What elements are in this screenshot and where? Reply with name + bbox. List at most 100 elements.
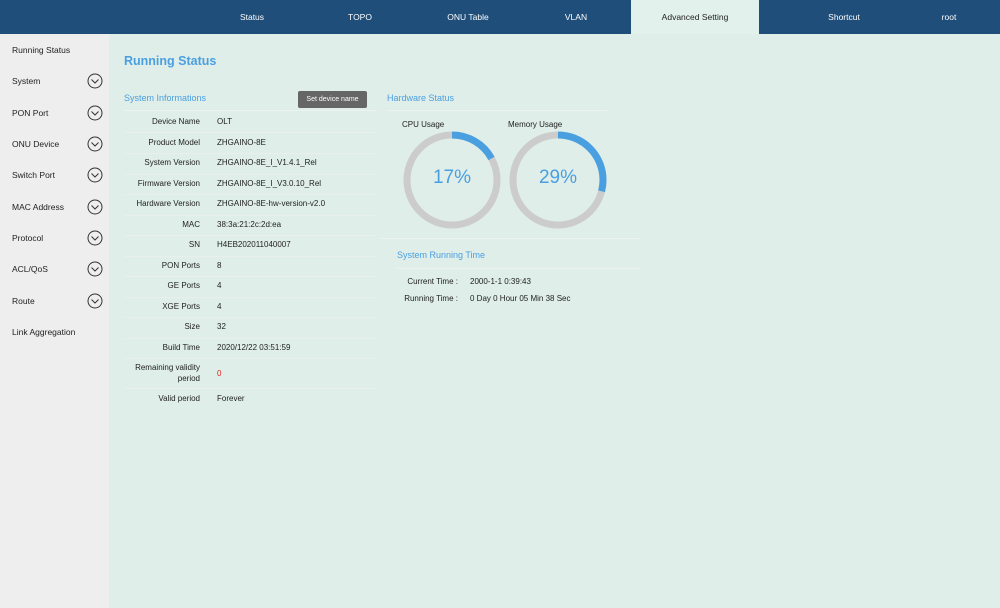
sidebar-item-acl-qos[interactable]: ACL/QoS <box>0 254 109 284</box>
running-time-value: 0 Day 0 Hour 05 Min 38 Sec <box>470 294 571 303</box>
info-label: XGE Ports <box>162 302 200 311</box>
info-label: Remaining validity <box>135 363 200 372</box>
nav-onu-table[interactable]: ONU Table <box>447 12 489 22</box>
nav-vlan[interactable]: VLAN <box>564 12 588 22</box>
memory-usage-gauge <box>509 131 607 229</box>
info-label: System Version <box>144 158 200 167</box>
sidebar-item-label: ACL/QoS <box>12 264 48 274</box>
sidebar-item-label: MAC Address <box>12 202 64 212</box>
info-row-xge-ports: XGE Ports 4 <box>124 297 376 318</box>
chevron-down-icon[interactable] <box>87 261 103 277</box>
sidebar-item-label: System <box>12 76 41 86</box>
info-value: 2020/12/22 03:51:59 <box>217 343 291 352</box>
info-value: ZHGAINO-8E_I_V1.4.1_Rel <box>217 158 317 167</box>
sidebar-item-label: Switch Port <box>12 170 55 180</box>
divider <box>124 110 376 111</box>
info-value: OLT <box>217 117 232 126</box>
sidebar-item-label: Running Status <box>12 45 71 55</box>
sidebar-item-mac-address[interactable]: MAC Address <box>0 192 109 222</box>
sidebar-item-label: Protocol <box>12 233 44 243</box>
info-value: ZHGAINO-8E-hw-version-v2.0 <box>217 199 326 208</box>
sidebar-item-link-aggregation[interactable]: Link Aggregation <box>0 317 109 347</box>
info-value: 4 <box>217 281 222 290</box>
info-row-build-time: Build Time 2020/12/22 03:51:59 <box>124 338 376 359</box>
remaining-validity-value: 0 <box>217 369 222 378</box>
info-value: Forever <box>217 394 245 403</box>
running-time-label: Running Time : <box>404 294 458 303</box>
info-value: 4 <box>217 302 222 311</box>
info-value: 32 <box>217 322 226 331</box>
info-row-pon-ports: PON Ports 8 <box>124 256 376 277</box>
chevron-down-icon[interactable] <box>87 73 103 89</box>
sidebar-item-pon-port[interactable]: PON Port <box>0 98 109 128</box>
page-title: Running Status <box>124 54 217 68</box>
sidebar-item-route[interactable]: Route <box>0 286 109 316</box>
sidebar-item-running-status[interactable]: Running Status <box>0 35 109 65</box>
cpu-usage-gauge <box>403 131 501 229</box>
sidebar-item-system[interactable]: System <box>0 66 109 96</box>
nav-shortcut[interactable]: Shortcut <box>828 12 860 22</box>
cpu-usage-label: CPU Usage <box>402 120 445 129</box>
info-label: SN <box>188 240 200 249</box>
info-value: 38:3a:21:2c:2d:ea <box>217 220 282 229</box>
info-value: H4EB202011040007 <box>217 240 291 249</box>
info-row-remaining-validity: Remaining validity period 0 <box>124 359 376 389</box>
gauge-fill <box>403 131 501 229</box>
memory-usage-label: Memory Usage <box>508 120 563 129</box>
current-time-value: 2000-1-1 0:39:43 <box>470 277 531 286</box>
chevron-down-icon[interactable] <box>87 105 103 121</box>
info-label: Device Name <box>151 117 200 126</box>
sidebar-item-label: Link Aggregation <box>12 327 76 337</box>
cpu-usage-value: 17% <box>432 167 472 188</box>
chevron-down-icon[interactable] <box>87 293 103 309</box>
sidebar-item-switch-port[interactable]: Switch Port <box>0 160 109 190</box>
divider <box>397 268 641 269</box>
sidebar-item-protocol[interactable]: Protocol <box>0 223 109 253</box>
info-row-ge-ports: GE Ports 4 <box>124 277 376 298</box>
nav-status[interactable]: Status <box>239 12 265 22</box>
info-row-size: Size 32 <box>124 318 376 339</box>
hardware-status-title: Hardware Status <box>387 93 455 103</box>
gauge-fill <box>509 131 607 229</box>
running-time-title: System Running Time <box>397 250 486 260</box>
info-row-product-model: Product Model ZHGAINO-8E <box>124 133 376 154</box>
info-label: MAC <box>182 220 200 229</box>
info-label: Hardware Version <box>136 199 200 208</box>
info-value: 8 <box>217 261 222 270</box>
info-row-system-version: System Version ZHGAINO-8E_I_V1.4.1_Rel <box>124 154 376 175</box>
info-row-device-name: Device Name OLT <box>124 112 376 133</box>
info-label: period <box>177 374 200 383</box>
info-label: Build Time <box>162 343 200 352</box>
sidebar-item-onu-device[interactable]: ONU Device <box>0 129 109 159</box>
system-info-title: System Informations <box>124 93 207 103</box>
info-label: Firmware Version <box>137 179 200 188</box>
sidebar: Running Status System PON Port ONU Devic… <box>0 34 109 608</box>
set-device-name-button[interactable]: Set device name <box>298 91 367 108</box>
info-row-firmware-version: Firmware Version ZHGAINO-8E_I_V3.0.10_Re… <box>124 174 376 195</box>
sidebar-item-label: Route <box>12 296 35 306</box>
info-label: Product Model <box>148 138 200 147</box>
divider <box>381 238 641 239</box>
info-row-sn: SN H4EB202011040007 <box>124 236 376 257</box>
info-row-valid-period: Valid period Forever <box>124 389 376 409</box>
chevron-down-icon[interactable] <box>87 230 103 246</box>
chevron-down-icon[interactable] <box>87 167 103 183</box>
nav-advanced-setting[interactable]: Advanced Setting <box>631 0 759 34</box>
chevron-down-icon[interactable] <box>87 199 103 215</box>
info-row-mac: MAC 38:3a:21:2c:2d:ea <box>124 215 376 236</box>
sidebar-item-label: PON Port <box>12 108 49 118</box>
memory-usage-value: 29% <box>538 167 578 188</box>
main-content: Running Status System Informations Set d… <box>109 34 1000 608</box>
sidebar-item-label: ONU Device <box>12 139 60 149</box>
info-label: GE Ports <box>167 281 200 290</box>
info-row-hardware-version: Hardware Version ZHGAINO-8E-hw-version-v… <box>124 195 376 216</box>
info-label: Valid period <box>158 394 200 403</box>
info-label: PON Ports <box>161 261 200 270</box>
info-value: ZHGAINO-8E_I_V3.0.10_Rel <box>217 179 322 188</box>
current-time-label: Current Time : <box>407 277 458 286</box>
top-nav-bar: Status TOPO ONU Table VLAN Advanced Sett… <box>0 0 1000 34</box>
info-label: Size <box>184 322 200 331</box>
nav-topo[interactable]: TOPO <box>348 12 372 22</box>
nav-user-root[interactable]: root <box>941 12 957 22</box>
chevron-down-icon[interactable] <box>87 136 103 152</box>
